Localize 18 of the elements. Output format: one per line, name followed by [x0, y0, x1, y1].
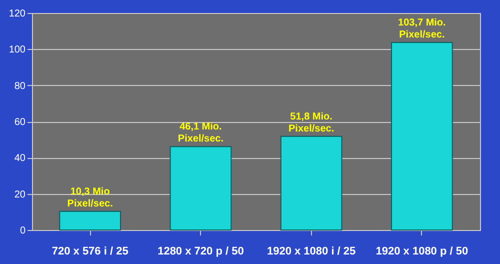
bar [59, 210, 121, 230]
y-tick-label: 0 [20, 226, 26, 236]
y-tick-label: 100 [8, 44, 26, 56]
data-label: 103,7 Mio. Pixel/sec. [398, 17, 446, 40]
x-tick-label: 1920 x 1080 p / 50 [376, 246, 468, 258]
x-tick-label: 720 x 576 i / 25 [52, 246, 128, 258]
y-tick-label: 120 [8, 8, 26, 20]
y-tick-label: 20 [14, 189, 26, 200]
y-tick-label: 60 [14, 117, 26, 128]
y-tick-label: 40 [14, 153, 26, 164]
bar [170, 146, 232, 230]
bar [391, 42, 453, 230]
data-label: 51,8 Mio. Pixel/sec. [288, 111, 334, 134]
x-tick-label: 1280 x 720 p / 50 [158, 246, 244, 258]
x-tick-label: 1920 x 1080 i / 25 [266, 246, 356, 258]
y-tick-label: 80 [14, 80, 26, 92]
data-label: 46,1 Mio. Pixel/sec. [178, 122, 224, 145]
bar [280, 136, 342, 230]
